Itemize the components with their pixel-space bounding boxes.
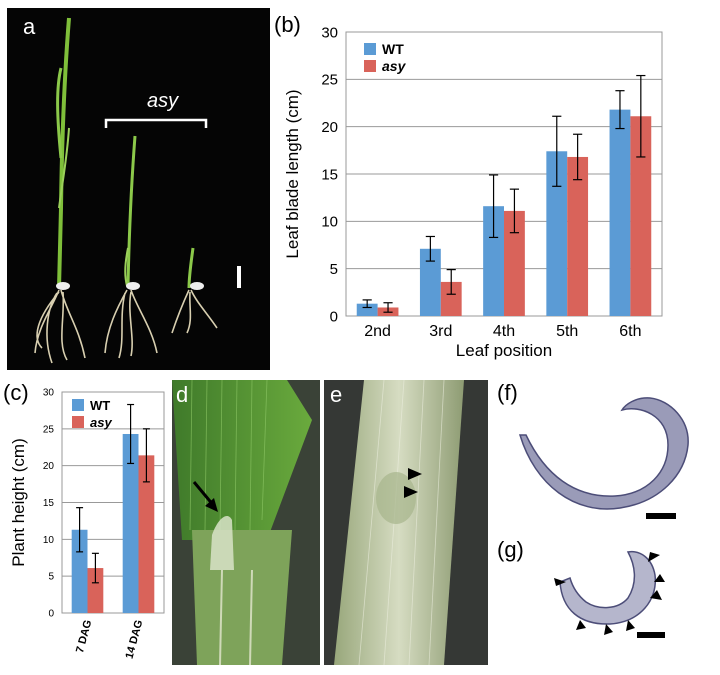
y-tick-label: 15: [321, 166, 338, 183]
x-tick-label: 5th: [556, 323, 578, 340]
x-tick-label: 4th: [493, 323, 515, 340]
panel-a-photo: a asy: [7, 8, 270, 370]
legend-swatch-wt: [72, 399, 84, 411]
chart-c-plant-height: 0 5 10 15 20 25 30 7 DAG 14 DAG WT asy Plant height…: [9, 388, 165, 661]
y-tick-label: 10: [43, 535, 55, 546]
legend-label-asy: asy: [90, 415, 112, 430]
y-tick-label: 25: [321, 72, 338, 89]
scale-bar: [237, 266, 241, 288]
y-tick-label: 0: [330, 308, 338, 325]
bar-asy-2: [504, 210, 525, 316]
y-tick-label: 30: [43, 388, 55, 399]
panel-e-label: e: [330, 382, 343, 407]
scale-bar-g: [637, 632, 665, 638]
bar-asy-1: [138, 455, 155, 613]
x-tick-label: 6th: [619, 323, 641, 340]
stem-closeup-photo: [324, 380, 488, 665]
panel-g-label: (g): [497, 537, 524, 562]
cross-section-g: [554, 550, 665, 638]
asy-seedling-1: [104, 135, 158, 359]
cross-section-f: [518, 397, 689, 519]
leaf-closeup-photo: [172, 380, 320, 665]
bar-wt-1: [122, 433, 139, 613]
panel-d-photo: d: [172, 380, 320, 665]
bar-wt-0: [356, 303, 378, 316]
y-tick-label: 25: [43, 424, 55, 435]
y-tick-label: 5: [48, 572, 54, 583]
legend-label-asy: asy: [382, 58, 407, 74]
bar-wt-4: [609, 109, 631, 316]
x-tick-label: 14 DAG: [124, 619, 146, 661]
y-tick-label: 15: [43, 498, 55, 509]
panel-c-label: (c): [3, 380, 29, 405]
scale-bar-f: [646, 513, 676, 519]
seedlings-photo: [34, 17, 241, 364]
x-tick-label: 2nd: [364, 323, 391, 340]
asy-seedling-2: [171, 247, 218, 334]
y-tick-label: 30: [321, 24, 338, 41]
bar-asy-1: [440, 281, 462, 316]
bar-asy-0: [87, 568, 104, 613]
asy-bracket: [104, 118, 208, 128]
y-axis-label: Leaf blade length (cm): [283, 89, 302, 258]
panel-e-photo: e: [324, 380, 488, 665]
bar-wt-3: [546, 151, 568, 316]
panel-d-label: d: [176, 382, 189, 407]
bar-asy-4: [630, 116, 652, 317]
y-tick-label: 20: [321, 119, 338, 136]
x-tick-label: 3rd: [429, 323, 452, 340]
bar-wt-0: [71, 529, 88, 613]
asy-annotation: asy: [147, 90, 179, 112]
legend-label-wt: WT: [90, 398, 110, 413]
legend-swatch-asy: [72, 416, 84, 428]
y-tick-label: 5: [330, 261, 338, 278]
bar-asy-3: [567, 156, 589, 316]
legend-swatch-asy: [364, 60, 376, 72]
panel-f-label: (f): [497, 380, 518, 405]
bar-wt-1: [419, 248, 441, 316]
y-tick-label: 20: [43, 461, 55, 472]
y-axis-label: Plant height (cm): [9, 438, 28, 567]
y-tick-label: 0: [48, 609, 54, 620]
wt-seedling: [34, 17, 86, 364]
legend-swatch-wt: [364, 43, 376, 55]
panel-b-label: (b): [274, 12, 301, 37]
panel-a-label: a: [23, 14, 36, 39]
x-axis-label: Leaf position: [456, 341, 552, 360]
legend-label-wt: WT: [382, 41, 404, 57]
y-tick-label: 10: [321, 214, 338, 231]
bar-wt-2: [483, 206, 504, 316]
x-tick-label: 7 DAG: [74, 619, 94, 655]
